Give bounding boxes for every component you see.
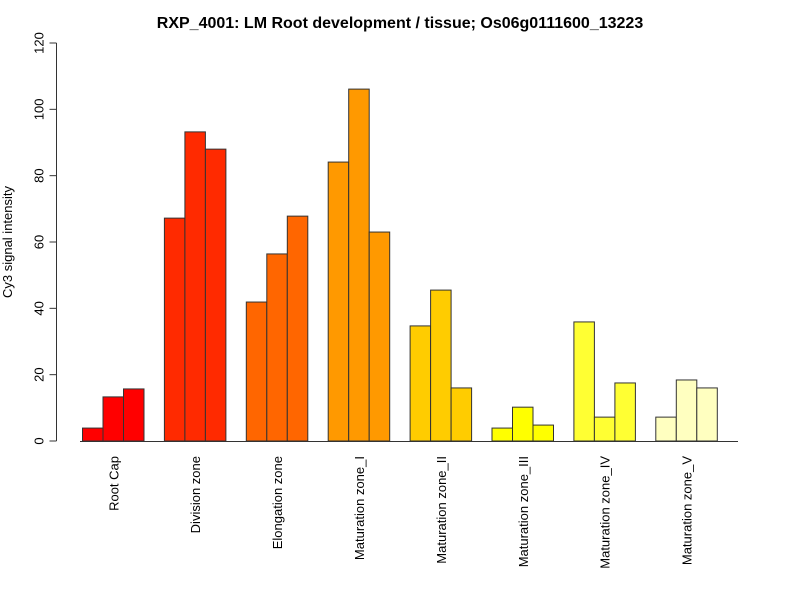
bar <box>675 379 698 442</box>
y-axis: 0 20 40 60 80 100 120 <box>32 32 57 445</box>
bar <box>409 325 432 442</box>
bar <box>286 215 309 442</box>
y-tick-label: 80 <box>32 168 47 182</box>
bar <box>512 406 534 442</box>
x-tick-label: Elongation zone <box>270 456 285 549</box>
x-tick-label: Maturation zone_II <box>434 456 449 564</box>
bar <box>102 396 124 442</box>
x-tick-label: Maturation zone_III <box>516 456 531 567</box>
x-tick-label: Division zone <box>188 456 203 533</box>
bar <box>368 231 391 442</box>
y-tick-label: 0 <box>32 437 47 444</box>
bars <box>82 88 718 442</box>
bar <box>266 253 288 442</box>
bar <box>184 131 206 442</box>
y-tick-label: 40 <box>32 301 47 315</box>
bar <box>430 289 452 442</box>
bar <box>532 424 554 442</box>
bar <box>450 387 473 442</box>
bar <box>696 387 718 442</box>
y-tick-label: 100 <box>32 98 47 120</box>
chart-title: RXP_4001: LM Root development / tissue; … <box>157 15 644 32</box>
x-axis-labels: Root Cap Division zone Elongation zone Matu… <box>106 456 694 569</box>
bar <box>614 382 636 442</box>
bar <box>348 88 370 442</box>
bar <box>163 217 186 442</box>
bar <box>573 321 595 442</box>
x-tick-label: Maturation zone_V <box>680 456 695 565</box>
bar <box>123 388 145 442</box>
bar <box>204 148 227 442</box>
y-tick-label: 20 <box>32 367 47 381</box>
x-tick-label: Root Cap <box>106 456 121 511</box>
bar <box>655 416 677 442</box>
bar <box>327 161 350 442</box>
y-tick-label: 60 <box>32 235 47 249</box>
x-tick-label: Maturation zone_I <box>352 456 367 560</box>
bar <box>593 416 616 442</box>
y-tick-label: 120 <box>32 32 47 54</box>
bar <box>245 301 268 442</box>
bar <box>82 427 104 442</box>
bar <box>491 427 513 442</box>
x-tick-label: Maturation zone_IV <box>598 456 613 569</box>
y-axis-label: Cy3 signal intensity <box>0 186 15 298</box>
